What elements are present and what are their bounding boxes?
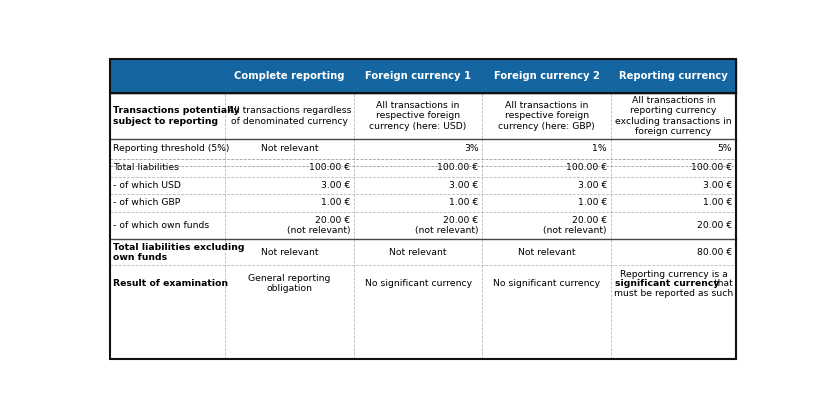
Text: 100.00 €: 100.00 € — [691, 163, 733, 172]
Text: 3.00 €: 3.00 € — [578, 181, 607, 190]
Text: All transactions in
respective foreign
currency (here: GBP): All transactions in respective foreign c… — [498, 101, 595, 131]
Text: Reporting currency: Reporting currency — [619, 70, 728, 81]
Text: 1%: 1% — [592, 144, 607, 153]
Text: All transactions in
reporting currency
excluding transactions in
foreign currenc: All transactions in reporting currency e… — [615, 96, 732, 136]
Text: 20.00 €
(not relevant): 20.00 € (not relevant) — [544, 216, 607, 235]
Text: No significant currency: No significant currency — [365, 279, 472, 288]
Text: Not relevant: Not relevant — [389, 248, 447, 257]
Text: 3%: 3% — [464, 144, 478, 153]
Bar — [110, 177, 736, 194]
Text: 20.00 €
(not relevant): 20.00 € (not relevant) — [286, 216, 350, 235]
Text: must be reported as such: must be reported as such — [614, 289, 733, 298]
Text: 3.00 €: 3.00 € — [703, 181, 733, 190]
Text: Transactions potentially
subject to reporting: Transactions potentially subject to repo… — [113, 106, 240, 126]
Bar — [110, 92, 736, 139]
Bar — [110, 58, 736, 92]
Text: - of which USD: - of which USD — [113, 181, 182, 190]
Text: All transactions regardless
of denominated currency: All transactions regardless of denominat… — [228, 106, 351, 126]
Bar — [110, 139, 736, 159]
Text: 1.00 €: 1.00 € — [703, 198, 733, 207]
Text: 100.00 €: 100.00 € — [437, 163, 478, 172]
Text: Reporting currency is a: Reporting currency is a — [620, 270, 728, 279]
Text: 1.00 €: 1.00 € — [449, 198, 478, 207]
Text: No significant currency: No significant currency — [493, 279, 600, 288]
Text: Foreign currency 2: Foreign currency 2 — [493, 70, 600, 81]
Text: Result of examination: Result of examination — [113, 279, 229, 288]
Text: All transactions in
respective foreign
currency (here: USD): All transactions in respective foreign c… — [370, 101, 467, 131]
Bar — [110, 159, 736, 177]
Text: Not relevant: Not relevant — [261, 144, 318, 153]
Text: significant currency: significant currency — [615, 279, 719, 288]
Text: that: that — [710, 279, 733, 288]
Bar — [110, 194, 736, 211]
Text: Total liabilities: Total liabilities — [113, 163, 179, 172]
Bar — [110, 211, 736, 239]
Text: 1.00 €: 1.00 € — [321, 198, 350, 207]
Text: Total liabilities excluding
own funds: Total liabilities excluding own funds — [113, 243, 245, 262]
Text: 80.00 €: 80.00 € — [697, 248, 733, 257]
Text: 5%: 5% — [718, 144, 733, 153]
Text: Not relevant: Not relevant — [518, 248, 575, 257]
Text: Not relevant: Not relevant — [261, 248, 318, 257]
Bar — [110, 265, 736, 302]
Text: 20.00 €
(not relevant): 20.00 € (not relevant) — [415, 216, 478, 235]
Text: 20.00 €: 20.00 € — [697, 221, 733, 230]
Text: 3.00 €: 3.00 € — [321, 181, 350, 190]
Text: 100.00 €: 100.00 € — [566, 163, 607, 172]
Text: Reporting threshold (5%): Reporting threshold (5%) — [113, 144, 229, 153]
Text: 1.00 €: 1.00 € — [578, 198, 607, 207]
Text: General reporting
obligation: General reporting obligation — [248, 274, 331, 293]
Text: Complete reporting: Complete reporting — [234, 70, 345, 81]
Text: Foreign currency 1: Foreign currency 1 — [365, 70, 471, 81]
Text: - of which own funds: - of which own funds — [113, 221, 210, 230]
Text: 100.00 €: 100.00 € — [309, 163, 350, 172]
Text: - of which GBP: - of which GBP — [113, 198, 181, 207]
Text: 3.00 €: 3.00 € — [449, 181, 478, 190]
Bar — [110, 239, 736, 265]
